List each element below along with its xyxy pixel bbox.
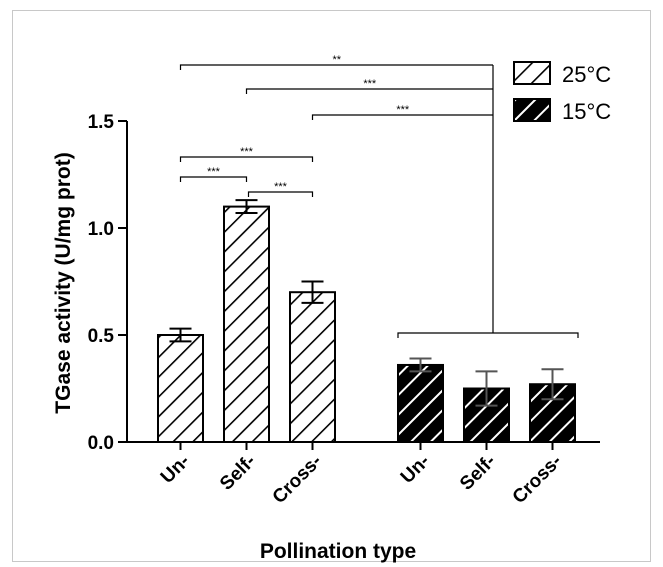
significance-label: ***	[240, 146, 254, 158]
bar	[157, 334, 204, 443]
bar	[223, 205, 270, 443]
group-bracket	[397, 332, 579, 338]
significance-label: **	[332, 54, 341, 66]
x-axis-title: Pollination type	[260, 540, 416, 563]
x-tick-label: Self-	[216, 451, 260, 495]
y-axis-title: TGase activity (U/mg prot)	[52, 152, 75, 413]
y-tick-label: 0.5	[88, 326, 115, 347]
legend-label: 15°C	[562, 99, 611, 124]
y-tick-label: 1.5	[88, 112, 115, 133]
significance-bracket	[247, 191, 314, 197]
y-tick-label: 0.0	[88, 433, 114, 454]
x-tick-label: Cross-	[269, 451, 326, 508]
figure-frame	[12, 10, 651, 562]
bar	[397, 363, 444, 443]
significance-bracket	[179, 176, 248, 182]
significance-label: ***	[363, 78, 377, 90]
legend-swatch	[513, 98, 551, 122]
legend-label: 25°C	[562, 62, 611, 87]
x-tick-label: Un-	[157, 451, 194, 488]
legend-swatch	[513, 61, 551, 85]
x-tick-label: Cross-	[509, 451, 566, 508]
significance-bracket	[179, 64, 493, 70]
significance-label: ***	[274, 181, 288, 193]
x-tick-label: Self-	[456, 451, 500, 495]
significance-label: ***	[207, 166, 221, 178]
significance-bracket	[245, 88, 493, 94]
significance-bracket	[311, 114, 493, 120]
bar	[289, 291, 336, 444]
x-tick-label: Un-	[397, 451, 434, 488]
significance-label: ***	[396, 104, 410, 116]
y-tick-label: 1.0	[88, 219, 114, 240]
significance-bracket	[179, 156, 314, 162]
